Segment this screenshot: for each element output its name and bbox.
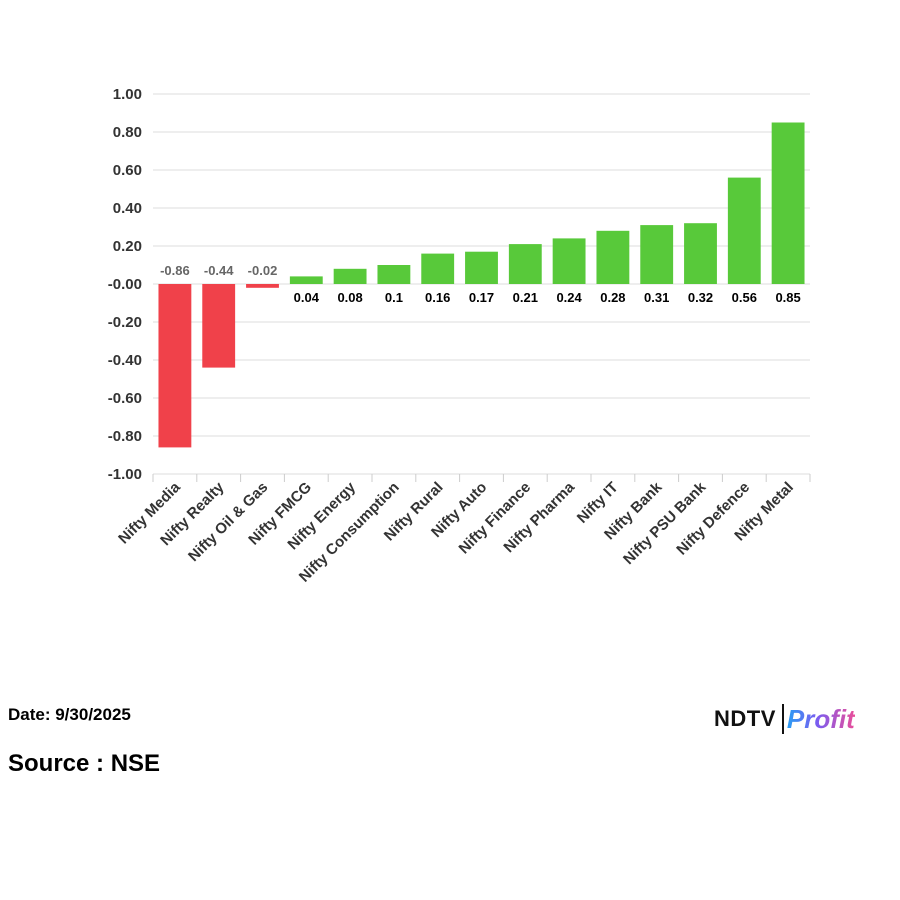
bar	[377, 265, 411, 284]
bar	[158, 284, 192, 448]
date-label: Date: 9/30/2025	[8, 705, 131, 724]
data-label: 0.04	[294, 290, 320, 305]
data-label: -0.86	[160, 263, 190, 278]
data-label: -0.44	[204, 263, 234, 278]
bar	[640, 225, 674, 284]
bar	[246, 284, 279, 288]
y-tick-label: 1.00	[113, 86, 142, 103]
y-tick-label: -0.80	[108, 428, 142, 445]
x-tick-label: Nifty Oil & Gas	[185, 479, 271, 565]
y-axis-ticks: 1.00 0.80 0.60 0.40 0.20 -0.00 -0.20 -0.40 -0.60…	[108, 86, 142, 483]
y-tick-label: 0.40	[113, 200, 142, 217]
logo-brand: NDTV	[714, 706, 776, 731]
ndtv-profit-logo: NDTV Profit	[714, 702, 855, 736]
y-tick-label: -0.20	[108, 314, 142, 331]
data-label: -0.02	[248, 263, 278, 278]
data-label: 0.32	[688, 290, 713, 305]
bar	[421, 253, 455, 284]
data-labels: -0.86 -0.44 -0.02 0.04 0.08 0.1 0.16 0.17 0.21 0.…	[160, 263, 801, 305]
y-tick-label: -0.00	[108, 276, 142, 293]
y-tick-label: 0.80	[113, 124, 142, 141]
bar	[202, 284, 236, 368]
bar	[727, 177, 761, 284]
y-tick-label: 0.20	[113, 238, 142, 255]
bar	[552, 238, 586, 284]
data-label: 0.08	[337, 290, 362, 305]
logo-divider	[781, 704, 784, 734]
bar	[508, 244, 542, 284]
data-label: 0.21	[513, 290, 538, 305]
data-label: 0.17	[469, 290, 494, 305]
bar	[289, 276, 323, 284]
y-tick-label: -1.00	[108, 466, 142, 483]
data-label: 0.28	[600, 290, 625, 305]
bar	[771, 122, 805, 284]
data-label: 0.85	[775, 290, 800, 305]
data-label: 0.16	[425, 290, 450, 305]
y-tick-label: -0.40	[108, 352, 142, 369]
y-tick-label: 0.60	[113, 162, 142, 179]
data-label: 0.24	[556, 290, 582, 305]
bar	[465, 251, 498, 284]
data-label: 0.56	[732, 290, 757, 305]
data-label: 0.31	[644, 290, 669, 305]
bars	[158, 122, 805, 448]
source-label: Source : NSE	[8, 750, 161, 777]
logo-product: Profit	[786, 703, 855, 734]
bar	[596, 230, 630, 284]
y-tick-label: -0.60	[108, 390, 142, 407]
bar	[333, 268, 367, 284]
bar	[684, 223, 717, 284]
data-label: 0.1	[385, 290, 403, 305]
